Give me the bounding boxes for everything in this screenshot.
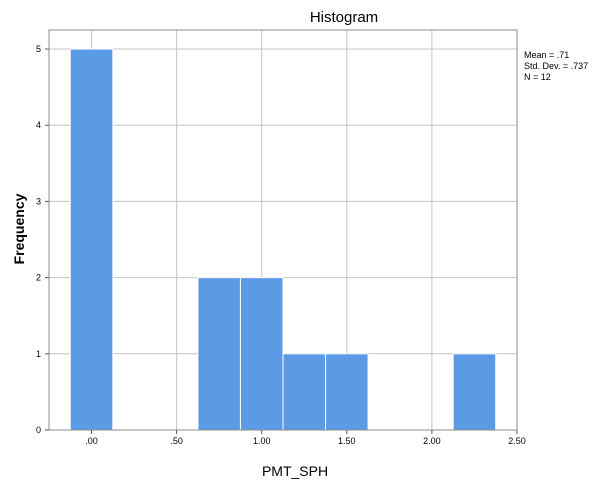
histogram-bar xyxy=(325,353,369,431)
y-tick-label: 3 xyxy=(36,196,41,206)
x-tick-label: 2.50 xyxy=(508,436,526,446)
y-axis-label: Frequency xyxy=(11,193,27,264)
stat-mean: Mean = .71 xyxy=(524,50,569,60)
histogram-bar xyxy=(69,48,114,431)
y-tick-label: 0 xyxy=(36,425,41,435)
x-tick-label: 1.00 xyxy=(253,436,271,446)
stats-box: Mean = .71 Std. Dev. = .737 N = 12 xyxy=(524,50,588,82)
y-tick-label: 1 xyxy=(36,349,41,359)
bars xyxy=(69,48,497,431)
y-tick-label: 5 xyxy=(36,44,41,54)
stat-std-dev: Std. Dev. = .737 xyxy=(524,61,588,71)
plot-frame xyxy=(48,29,518,431)
x-axis-ticks: .00 .50 1.00 1.50 2.00 2.50 xyxy=(85,430,526,446)
y-tick-label: 2 xyxy=(36,273,41,283)
stat-n: N = 12 xyxy=(524,72,551,82)
y-tick-label: 4 xyxy=(36,120,41,130)
histogram-bar xyxy=(452,353,497,431)
x-axis-label: PMT_SPH xyxy=(262,463,328,479)
histogram-bar xyxy=(239,277,284,431)
x-tick-label: .50 xyxy=(170,436,183,446)
histogram-bar xyxy=(282,353,327,431)
chart-title: Histogram xyxy=(310,9,378,26)
x-tick-label: 2.00 xyxy=(423,436,441,446)
y-axis-ticks: 0 1 2 3 4 5 xyxy=(36,44,49,435)
x-tick-label: .00 xyxy=(85,436,98,446)
histogram-bar xyxy=(197,277,241,431)
x-tick-label: 1.50 xyxy=(338,436,356,446)
